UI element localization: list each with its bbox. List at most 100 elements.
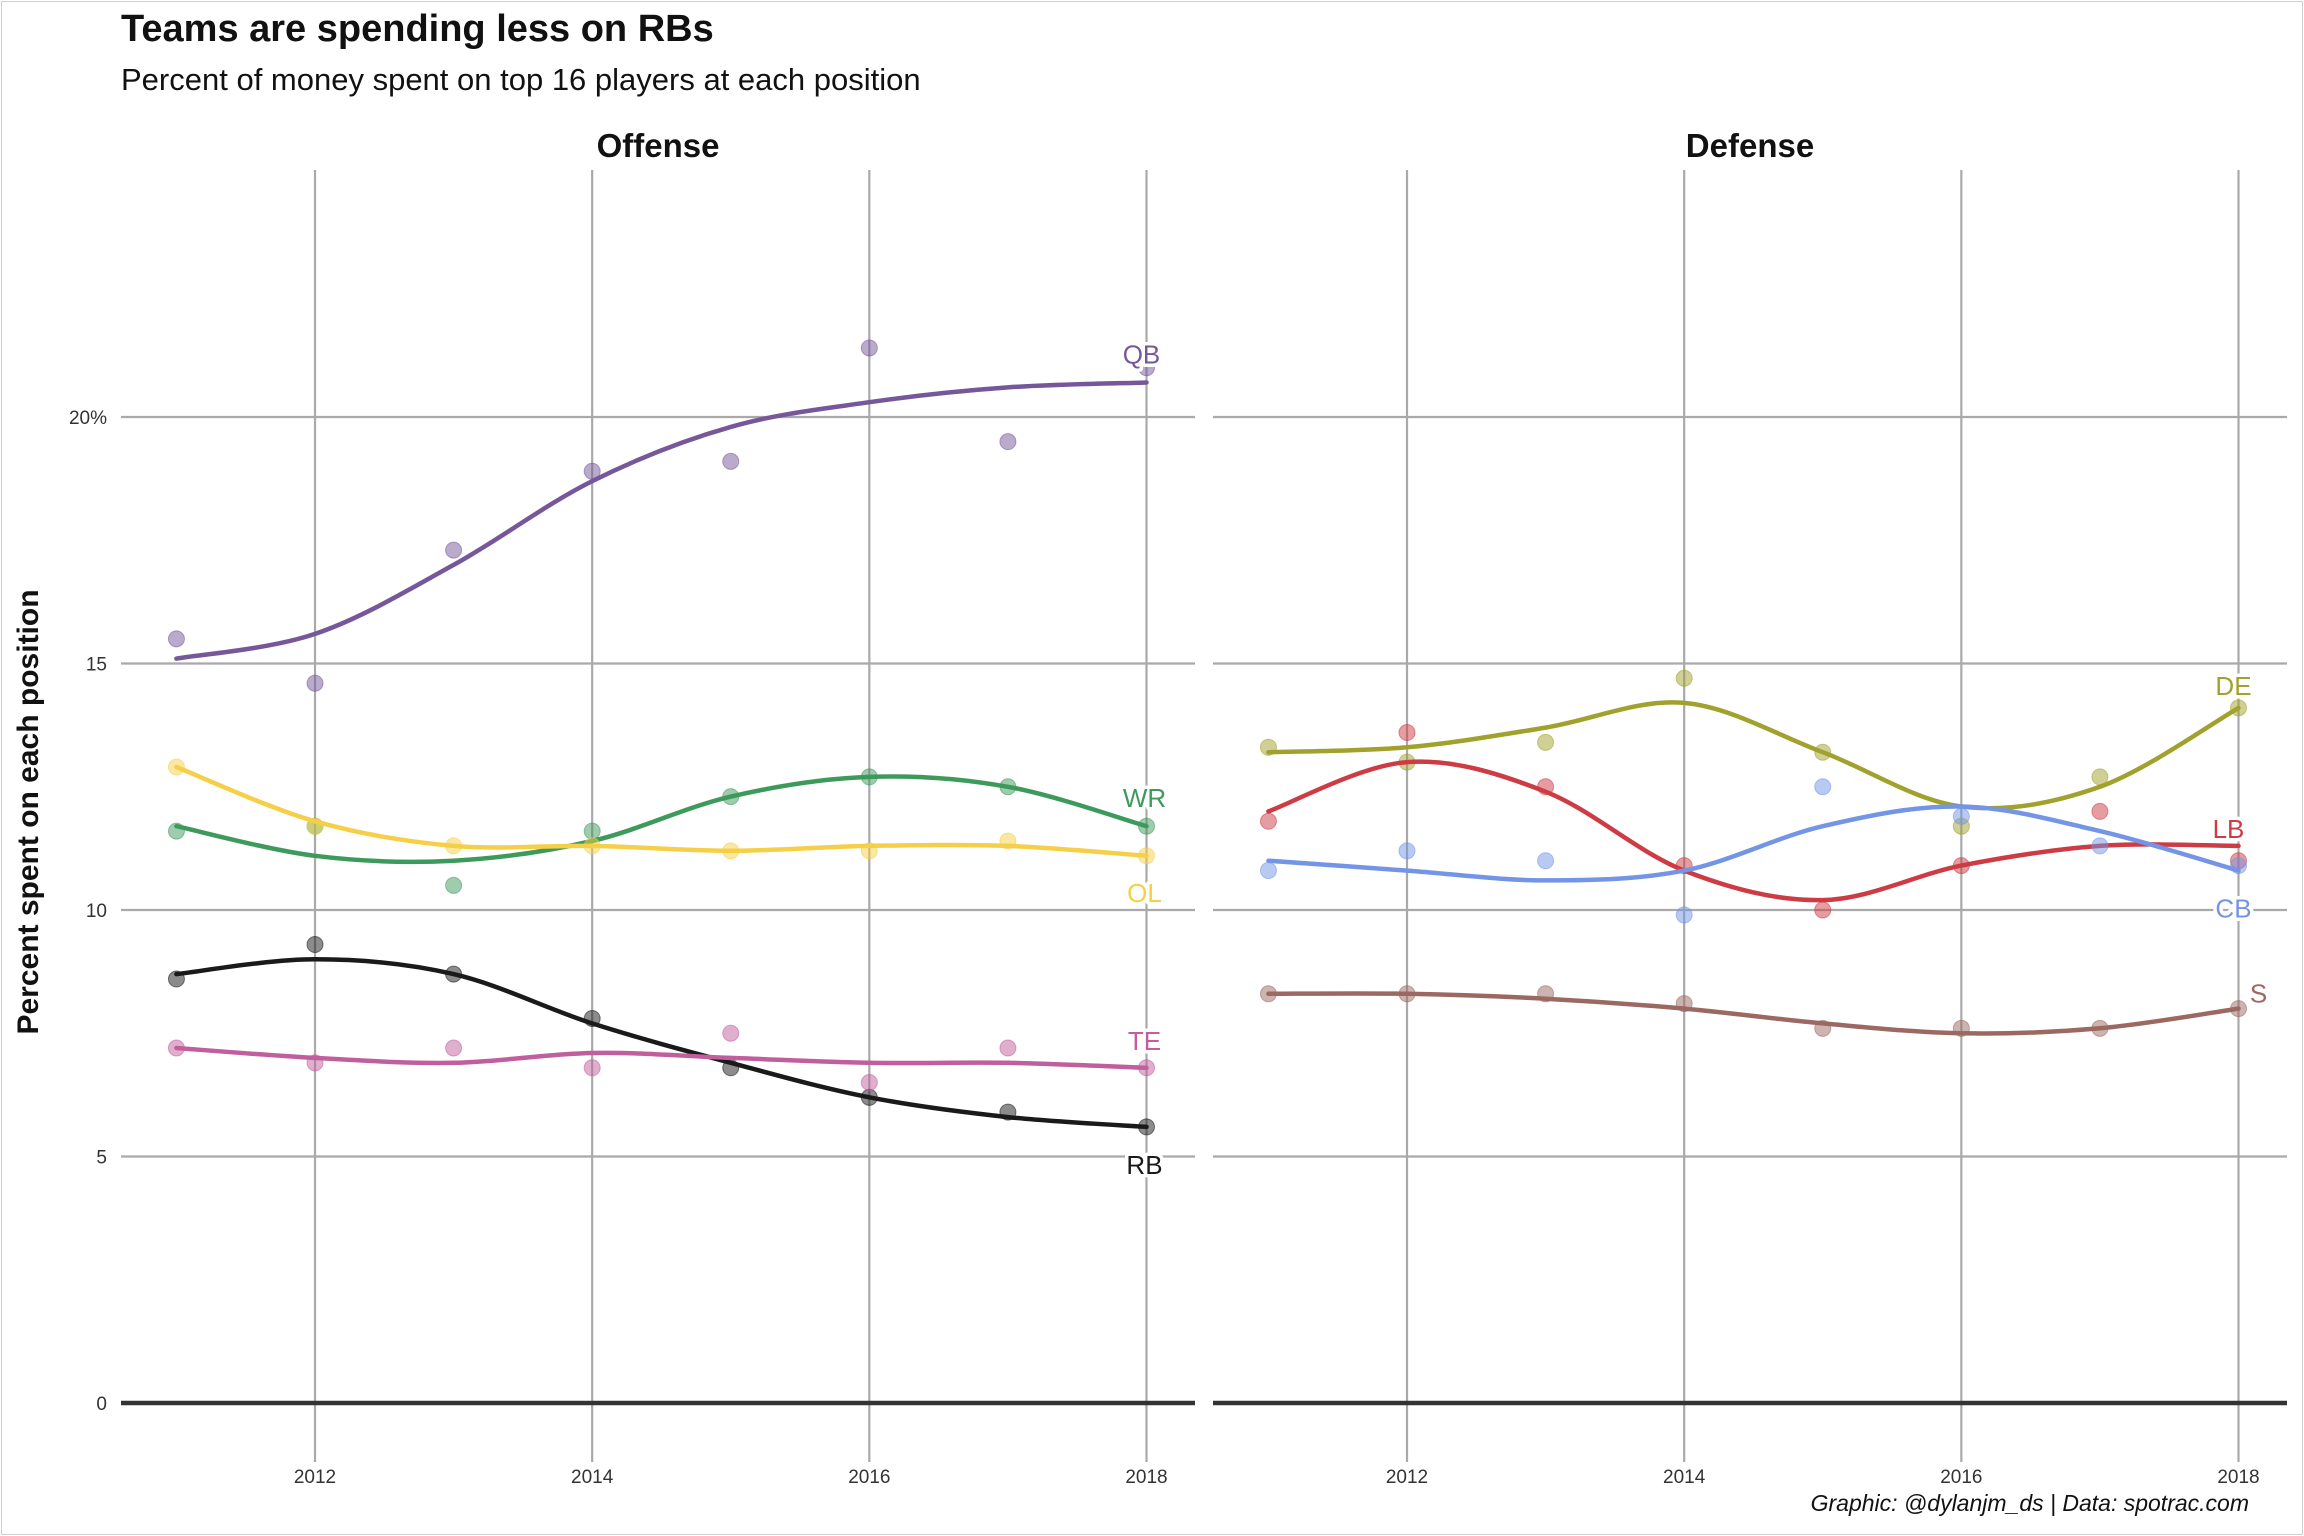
x-tick-label: 2012 bbox=[1386, 1467, 1428, 1488]
data-point-s bbox=[1814, 1019, 1832, 1037]
data-point-qb bbox=[722, 452, 740, 470]
trend-line-de bbox=[1266, 700, 2241, 811]
data-point-de bbox=[2091, 768, 2109, 786]
chart-caption: Graphic: @dylanjm_ds | Data: spotrac.com bbox=[1810, 1490, 2249, 1516]
trend-line-cb bbox=[1266, 804, 2241, 883]
data-point-rb bbox=[583, 1009, 601, 1027]
data-point-wr bbox=[999, 778, 1017, 796]
data-point-ol bbox=[445, 837, 463, 855]
y-tick-label: 15 bbox=[86, 655, 107, 676]
data-point-qb bbox=[583, 462, 601, 480]
trend-line-lb bbox=[1266, 759, 2241, 903]
series-label-rb: RB bbox=[1126, 1150, 1162, 1180]
data-point-te bbox=[1137, 1059, 1155, 1077]
series-label-wr: WR bbox=[1123, 783, 1166, 813]
data-point-te bbox=[999, 1039, 1017, 1057]
data-point-qb bbox=[306, 674, 324, 692]
data-point-wr bbox=[583, 822, 601, 840]
panel-title-offense: Offense bbox=[597, 127, 720, 164]
trend-line-rb bbox=[174, 957, 1149, 1130]
data-point-ol bbox=[306, 817, 324, 835]
data-point-wr bbox=[722, 788, 740, 806]
x-tick-label: 2018 bbox=[1125, 1467, 1167, 1488]
series-label-te: TE bbox=[1128, 1026, 1161, 1056]
y-tick-label: 10 bbox=[86, 901, 107, 922]
trend-line-qb bbox=[174, 380, 1149, 661]
data-point-cb bbox=[1259, 862, 1277, 880]
data-point-cb bbox=[1398, 842, 1416, 860]
chart-subtitle: Percent of money spent on top 16 players… bbox=[121, 62, 921, 97]
data-point-wr bbox=[1137, 817, 1155, 835]
data-point-qb bbox=[445, 541, 463, 559]
data-point-cb bbox=[2091, 837, 2109, 855]
data-point-de bbox=[1675, 669, 1693, 687]
data-point-te bbox=[583, 1059, 601, 1077]
data-point-s bbox=[2229, 1000, 2247, 1018]
panel-title-defense: Defense bbox=[1686, 127, 1814, 164]
trend-line-te bbox=[174, 1045, 1149, 1071]
data-point-ol bbox=[722, 842, 740, 860]
data-point-rb bbox=[445, 965, 463, 983]
y-axis-title: Percent spent on each position bbox=[12, 589, 45, 1034]
data-point-te bbox=[167, 1039, 185, 1057]
data-point-de bbox=[2229, 699, 2247, 717]
data-point-s bbox=[2091, 1019, 2109, 1037]
series-label-qb: QB bbox=[1123, 339, 1161, 369]
series-label-cb: CB bbox=[2215, 894, 2251, 924]
data-point-rb bbox=[999, 1103, 1017, 1121]
data-point-cb bbox=[2229, 857, 2247, 875]
data-point-lb bbox=[1537, 778, 1555, 796]
data-point-lb bbox=[1259, 812, 1277, 830]
data-point-te bbox=[445, 1039, 463, 1057]
data-point-ol bbox=[999, 832, 1017, 850]
data-point-ol bbox=[167, 758, 185, 776]
y-tick-label: 5 bbox=[96, 1148, 107, 1169]
data-point-te bbox=[860, 1074, 878, 1092]
data-point-de bbox=[1537, 733, 1555, 751]
data-point-cb bbox=[1675, 906, 1693, 924]
data-point-lb bbox=[2091, 802, 2109, 820]
series-label-de: DE bbox=[2215, 671, 2251, 701]
y-tick-label: 0 bbox=[96, 1394, 107, 1415]
data-point-s bbox=[1675, 995, 1693, 1013]
data-point-s bbox=[1259, 985, 1277, 1003]
x-tick-label: 2016 bbox=[1940, 1467, 1982, 1488]
data-point-rb bbox=[1137, 1118, 1155, 1136]
x-tick-label: 2016 bbox=[848, 1467, 890, 1488]
data-point-qb bbox=[999, 433, 1017, 451]
x-tick-label: 2018 bbox=[2217, 1467, 2259, 1488]
data-point-wr bbox=[445, 876, 463, 894]
data-point-qb bbox=[167, 630, 185, 648]
data-point-qb bbox=[860, 339, 878, 357]
series-label-ol: OL bbox=[1127, 878, 1162, 908]
data-point-rb bbox=[860, 1088, 878, 1106]
trend-line-s bbox=[1266, 991, 2241, 1036]
data-point-wr bbox=[860, 768, 878, 786]
data-point-wr bbox=[167, 822, 185, 840]
data-point-rb bbox=[167, 970, 185, 988]
chart-title: Teams are spending less on RBs bbox=[121, 8, 714, 50]
y-tick-label: 20% bbox=[69, 408, 107, 429]
data-point-lb bbox=[1952, 857, 1970, 875]
data-point-rb bbox=[306, 936, 324, 954]
data-point-te bbox=[306, 1054, 324, 1072]
data-point-de bbox=[1259, 738, 1277, 756]
data-point-cb bbox=[1814, 778, 1832, 796]
data-point-lb bbox=[1814, 901, 1832, 919]
data-point-lb bbox=[1398, 724, 1416, 742]
data-point-rb bbox=[722, 1059, 740, 1077]
data-point-qb bbox=[1137, 359, 1155, 377]
data-point-cb bbox=[1537, 852, 1555, 870]
data-point-de bbox=[1814, 743, 1832, 761]
data-point-ol bbox=[583, 837, 601, 855]
data-point-s bbox=[1537, 985, 1555, 1003]
data-point-s bbox=[1398, 985, 1416, 1003]
data-point-ol bbox=[1137, 847, 1155, 865]
x-tick-label: 2014 bbox=[571, 1467, 614, 1488]
data-point-te bbox=[722, 1024, 740, 1042]
series-label-lb: LB bbox=[2213, 814, 2245, 844]
x-tick-label: 2014 bbox=[1663, 1467, 1706, 1488]
